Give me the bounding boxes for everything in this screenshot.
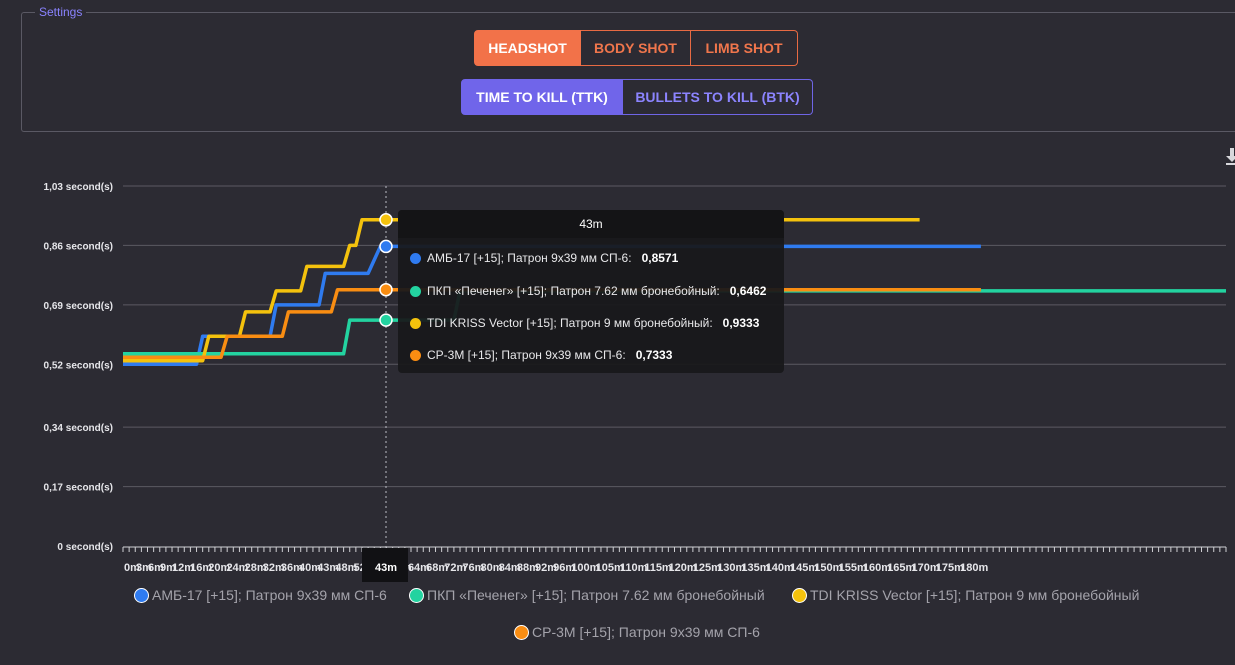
x-tick-label: 64m xyxy=(408,562,430,574)
y-tick-label: 0,86 second(s) xyxy=(44,241,113,252)
x-tick-label: 140m xyxy=(766,562,794,574)
x-tick-label: 92m xyxy=(535,562,557,574)
btk-button[interactable]: BULLETS TO KILL (BTK) xyxy=(623,79,813,115)
x-tick-label: 40m xyxy=(299,562,321,574)
x-tick-label: 16m xyxy=(190,562,212,574)
x-tick-label: 32m xyxy=(263,562,285,574)
x-tick-label: 28m xyxy=(245,562,267,574)
x-tick-label: 125m xyxy=(693,562,721,574)
tooltip-series-value: 0,7333 xyxy=(635,348,673,362)
x-tick-label: 105m xyxy=(596,562,624,574)
tooltip-series-label: СР-3М [+15]; Патрон 9х39 мм СП-6: xyxy=(427,348,626,362)
tooltip-row-amb17: АМБ-17 [+15]; Патрон 9х39 мм СП-6: 0,857… xyxy=(410,250,678,266)
legend-item-sr3m[interactable]: СР-3М [+15]; Патрон 9х39 мм СП-6 xyxy=(514,624,760,640)
x-tick-label: 145m xyxy=(790,562,818,574)
legend-item-pkp[interactable]: ПКП «Печенег» [+15]; Патрон 7.62 мм брон… xyxy=(409,587,765,603)
hover-tooltip: 43m АМБ-17 [+15]; Патрон 9х39 мм СП-6: 0… xyxy=(398,210,784,373)
x-tick-label: 84m xyxy=(499,562,521,574)
y-tick-label: 0,34 second(s) xyxy=(44,423,113,434)
legend-item-kriss[interactable]: TDI KRISS Vector [+15]; Патрон 9 мм брон… xyxy=(792,587,1139,603)
x-tick-label: 72m xyxy=(444,562,466,574)
x-tick-label: 175m xyxy=(936,562,964,574)
x-tick-label: 9m xyxy=(160,562,176,574)
x-tick-label: 68m xyxy=(426,562,448,574)
hover-x-label-bg xyxy=(362,548,408,582)
x-tick-label: 165m xyxy=(887,562,915,574)
tooltip-series-value: 0,8571 xyxy=(641,251,679,265)
tooltip-series-value: 0,6462 xyxy=(729,284,767,298)
tooltip-row-kriss: TDI KRISS Vector [+15]; Патрон 9 мм брон… xyxy=(410,315,759,331)
legend-marker xyxy=(514,624,529,640)
x-tick-label: 12m xyxy=(172,562,194,574)
x-tick-label: 135m xyxy=(741,562,769,574)
x-tick-label: 170m xyxy=(912,562,940,574)
x-tick-label: 48m xyxy=(335,562,357,574)
legend-label: ПКП «Печенег» [+15]; Патрон 7.62 мм брон… xyxy=(427,587,765,603)
hover-marker xyxy=(379,213,393,227)
x-tick-label: 43m xyxy=(317,562,339,574)
x-tick-label: 20m xyxy=(208,562,230,574)
hover-marker xyxy=(379,239,393,254)
x-tick-label: 88m xyxy=(517,562,539,574)
series-line-4 xyxy=(123,287,981,360)
body-shot-button[interactable]: BODY SHOT xyxy=(581,30,691,66)
y-tick-label: 0,52 second(s) xyxy=(44,360,113,371)
x-tick-label: 160m xyxy=(863,562,891,574)
y-tick-label: 0 second(s) xyxy=(57,542,113,553)
x-tick-label: 180m xyxy=(960,562,988,574)
tooltip-series-value: 0,9333 xyxy=(722,316,760,330)
legend-marker xyxy=(134,587,149,603)
tooltip-series-label: АМБ-17 [+15]; Патрон 9х39 мм СП-6: xyxy=(427,251,632,265)
x-tick-label: 100m xyxy=(571,562,599,574)
settings-legend: Settings xyxy=(35,5,87,19)
x-tick-label: 130m xyxy=(717,562,745,574)
y-tick-label: 1,03 second(s) xyxy=(44,182,113,193)
tooltip-title: 43m xyxy=(398,210,784,238)
tooltip-row-sr3m: СР-3М [+15]; Патрон 9х39 мм СП-6: 0,7333 xyxy=(410,347,672,363)
legend-label: СР-3М [+15]; Патрон 9х39 мм СП-6 xyxy=(532,624,760,640)
ttk-button[interactable]: TIME TO KILL (TTK) xyxy=(461,79,623,115)
x-tick-label: 24m xyxy=(226,562,248,574)
x-tick-label: 115m xyxy=(644,562,672,574)
metric-toggle: TIME TO KILL (TTK) BULLETS TO KILL (BTK) xyxy=(461,79,813,115)
x-tick-label: 80m xyxy=(481,562,503,574)
tooltip-series-label: TDI KRISS Vector [+15]; Патрон 9 мм брон… xyxy=(427,316,713,330)
x-tick-label: 96m xyxy=(553,562,575,574)
x-tick-label: 36m xyxy=(281,562,303,574)
x-tick-label: 0m xyxy=(124,562,140,574)
headshot-button[interactable]: HEADSHOT xyxy=(474,30,581,66)
tooltip-dot xyxy=(410,349,421,361)
hover-marker xyxy=(379,313,393,327)
tooltip-row-pkp: ПКП «Печенег» [+15]; Патрон 7.62 мм брон… xyxy=(410,283,766,299)
x-tick-label: 76m xyxy=(462,562,484,574)
shot-type-toggle: HEADSHOT BODY SHOT LIMB SHOT xyxy=(474,30,798,66)
legend-label: TDI KRISS Vector [+15]; Патрон 9 мм брон… xyxy=(810,587,1140,603)
hover-marker xyxy=(379,282,393,297)
x-tick-label: 110m xyxy=(620,562,648,574)
series-line-3 xyxy=(123,218,920,363)
x-tick-label: 150m xyxy=(814,562,842,574)
x-tick-label: 120m xyxy=(669,562,697,574)
legend-marker xyxy=(792,587,807,603)
tooltip-dot xyxy=(410,285,421,297)
tooltip-dot xyxy=(410,317,421,329)
settings-panel xyxy=(21,12,1235,132)
legend-item-amb17[interactable]: АМБ-17 [+15]; Патрон 9х39 мм СП-6 xyxy=(134,587,387,603)
legend-label: АМБ-17 [+15]; Патрон 9х39 мм СП-6 xyxy=(152,587,387,603)
y-tick-label: 0,17 second(s) xyxy=(44,483,113,494)
x-tick-label: 6m xyxy=(148,562,164,574)
legend-marker xyxy=(409,587,424,603)
tooltip-series-label: ПКП «Печенег» [+15]; Патрон 7.62 мм брон… xyxy=(427,284,720,298)
x-tick-label: 3m xyxy=(136,562,152,574)
tooltip-dot xyxy=(410,252,421,264)
y-tick-label: 0,69 second(s) xyxy=(44,301,113,312)
hover-x-label: 43m xyxy=(375,562,397,574)
x-tick-label: 155m xyxy=(839,562,867,574)
series-line-1 xyxy=(123,244,981,367)
limb-shot-button[interactable]: LIMB SHOT xyxy=(691,30,798,66)
download-icon[interactable] xyxy=(1226,148,1235,166)
